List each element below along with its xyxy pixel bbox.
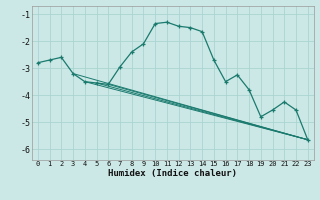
X-axis label: Humidex (Indice chaleur): Humidex (Indice chaleur) bbox=[108, 169, 237, 178]
